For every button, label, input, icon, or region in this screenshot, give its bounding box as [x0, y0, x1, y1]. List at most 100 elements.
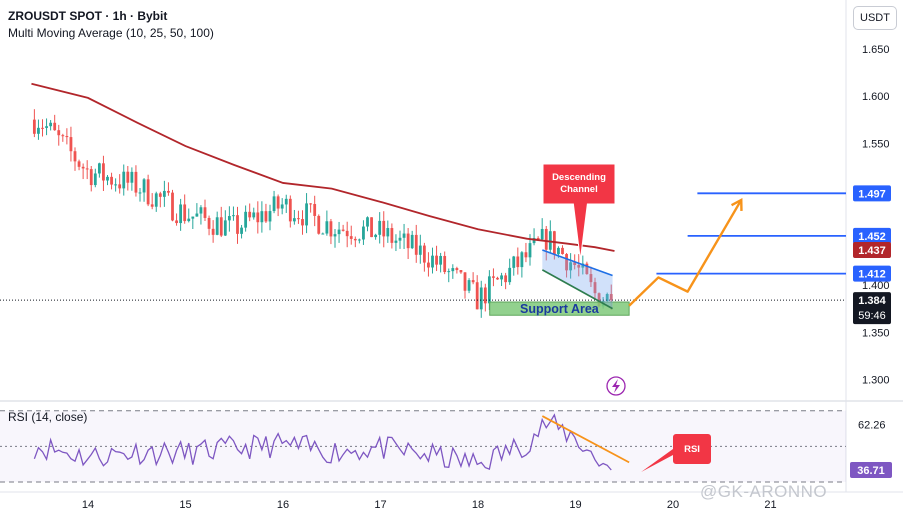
- candle-body: [451, 268, 455, 272]
- candle-body: [414, 234, 418, 255]
- flash-icon: [606, 376, 626, 396]
- candle-body: [297, 218, 300, 220]
- candle: [150, 193, 154, 210]
- support-area-box: [489, 301, 630, 316]
- candle: [130, 167, 134, 191]
- candle-body: [512, 256, 516, 268]
- candle-body: [154, 193, 158, 207]
- symbol-title[interactable]: ZROUSDT SPOT · 1h · Bybit: [8, 9, 168, 23]
- candle-body: [398, 237, 402, 241]
- candle-body: [276, 196, 280, 209]
- candle: [459, 270, 463, 274]
- candle-body: [134, 171, 138, 193]
- candle-body: [93, 173, 97, 186]
- flash-icon-ring: [606, 376, 626, 396]
- candle: [455, 266, 459, 274]
- candle-body: [215, 217, 219, 235]
- candle-body: [402, 233, 406, 238]
- candle: [138, 188, 142, 202]
- candle: [219, 206, 223, 238]
- candle-body: [118, 184, 122, 189]
- time-tick-label: 17: [374, 499, 386, 511]
- candle: [362, 220, 365, 245]
- candle: [114, 178, 118, 192]
- candle-body: [516, 256, 520, 268]
- candle-body: [378, 220, 382, 235]
- candle-body: [573, 262, 577, 266]
- candle-body: [207, 217, 211, 229]
- watermark: @GK-ARONNO: [700, 482, 828, 501]
- candle: [191, 216, 195, 229]
- candle-body: [366, 217, 369, 227]
- candle-body: [540, 228, 544, 240]
- candle-body: [431, 255, 434, 268]
- candle: [77, 159, 81, 171]
- candle-body: [81, 166, 85, 169]
- candle: [492, 268, 495, 287]
- rsi-callout: RSI: [641, 434, 711, 472]
- candle: [268, 204, 272, 231]
- candle-body: [536, 238, 540, 240]
- candle: [349, 225, 353, 245]
- candle: [524, 242, 528, 263]
- candle-body: [317, 215, 321, 234]
- candle-body: [370, 217, 373, 238]
- price-tick-label: 1.650: [862, 44, 890, 56]
- candle-body: [459, 270, 463, 273]
- price-label-box: [853, 292, 891, 325]
- candle: [427, 252, 430, 277]
- candle: [45, 118, 48, 136]
- candle: [463, 272, 467, 299]
- candle-body: [49, 122, 53, 127]
- candle-body: [463, 272, 467, 291]
- candle-body: [565, 254, 568, 271]
- price-label-box: [853, 265, 891, 282]
- candle: [292, 209, 296, 225]
- channel-lower-line: [541, 269, 613, 310]
- candle: [589, 266, 593, 288]
- candle-body: [240, 227, 243, 234]
- candle: [585, 261, 589, 275]
- price-label: 1.452: [853, 227, 891, 244]
- price-label-box: [853, 227, 891, 244]
- candle: [410, 230, 414, 250]
- candle: [57, 124, 61, 146]
- candle-body: [61, 135, 65, 137]
- candle: [483, 283, 487, 312]
- candle-body: [146, 179, 150, 205]
- candle: [569, 253, 573, 279]
- candle: [73, 147, 77, 171]
- candle: [248, 203, 252, 222]
- rsi-legend[interactable]: RSI (14, close): [8, 410, 88, 424]
- callout-shape: [542, 163, 616, 260]
- price-label: 1.412: [853, 265, 891, 282]
- candle: [65, 128, 69, 145]
- candle: [394, 234, 398, 252]
- candle: [260, 201, 264, 233]
- candle: [439, 252, 443, 273]
- candle: [37, 119, 40, 140]
- indicator-legend[interactable]: Multi Moving Average (10, 25, 50, 100): [8, 26, 214, 40]
- candle-body: [581, 263, 585, 268]
- channel-fill: [542, 250, 613, 309]
- candle: [435, 245, 438, 272]
- candle: [512, 255, 516, 276]
- candle-body: [219, 217, 223, 236]
- candle-body: [487, 276, 491, 304]
- currency-button[interactable]: USDT: [853, 6, 897, 30]
- candle-body: [337, 229, 341, 235]
- candle-body: [597, 293, 601, 307]
- candle-body: [492, 276, 495, 278]
- time-tick-label: 18: [472, 499, 484, 511]
- candle-body: [406, 233, 410, 249]
- candle: [236, 206, 239, 244]
- candle-body: [386, 228, 390, 237]
- candle-body: [114, 184, 118, 186]
- candle: [288, 195, 292, 228]
- support-area-label: Support Area: [520, 302, 600, 316]
- candle-body: [593, 282, 597, 294]
- candle: [61, 133, 65, 142]
